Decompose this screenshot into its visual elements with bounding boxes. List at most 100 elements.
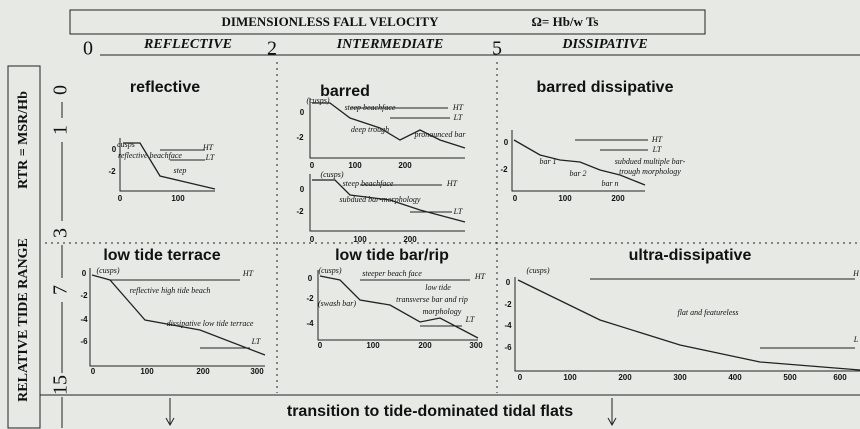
x-tick-label: 200 (618, 373, 632, 382)
annotation: steep beachface (345, 103, 396, 112)
annotation: (cusps) (318, 266, 341, 275)
y-tick-label: 0 (308, 274, 313, 283)
side-mark: 0 (50, 85, 72, 95)
x-tick-label: 0 (310, 235, 315, 244)
x-tick-label: 0 (518, 373, 523, 382)
x-tick-label: 200 (196, 367, 210, 376)
annotation: (cusps) (526, 266, 549, 275)
y-tick-label: -2 (504, 300, 512, 309)
annotation: reflective beachface (118, 151, 182, 160)
header-title: DIMENSIONLESS FALL VELOCITY (222, 14, 440, 29)
y-tick-label: -2 (80, 291, 88, 300)
scale-mark: 0 (83, 38, 93, 60)
x-tick-label: 200 (403, 235, 417, 244)
x-tick-label: 100 (558, 194, 572, 203)
annotation: HT (452, 103, 464, 112)
annotation: (cusps) (96, 266, 119, 275)
annotation: HT (651, 135, 663, 144)
x-tick-label: 0 (310, 161, 315, 170)
scale-class: DISSIPATIVE (561, 37, 647, 52)
annotation: HT (242, 269, 254, 278)
y-tick-label: 0 (112, 145, 117, 154)
x-tick-label: 100 (563, 373, 577, 382)
y-tick-label: -2 (500, 165, 508, 174)
annotation: LT (465, 315, 475, 324)
y-tick-label: -2 (296, 207, 304, 216)
annotation: LT (652, 145, 662, 154)
annotation: flat and featureless (677, 308, 738, 317)
y-tick-label: -2 (296, 133, 304, 142)
annotation: trough morphology (619, 167, 681, 176)
annotation: step (174, 166, 187, 175)
annotation: LT (251, 337, 261, 346)
x-tick-label: 200 (611, 194, 625, 203)
panel-title: ultra-dissipative (629, 247, 752, 264)
annotation: LT (453, 207, 463, 216)
annotation: (cusps) (320, 170, 343, 179)
y-tick-label: 0 (506, 278, 511, 287)
x-tick-label: 100 (348, 161, 362, 170)
annotation: H (852, 269, 860, 278)
x-tick-label: 600 (833, 373, 847, 382)
y-tick-label: 0 (504, 138, 509, 147)
side-mark: 7 (50, 285, 72, 295)
x-tick-label: 300 (673, 373, 687, 382)
annotation: steeper beach face (362, 269, 422, 278)
x-tick-label: 200 (398, 161, 412, 170)
scale-mark: 2 (267, 38, 277, 60)
x-tick-label: 0 (91, 367, 96, 376)
annotation: L (853, 335, 859, 344)
x-tick-label: 100 (140, 367, 154, 376)
y-tick-label: 0 (300, 108, 305, 117)
x-tick-label: 300 (250, 367, 264, 376)
annotation: morphology (423, 307, 462, 316)
side-label: RELATIVE TIDE RANGE (16, 238, 31, 402)
x-tick-label: 100 (366, 341, 380, 350)
annotation: low tide (425, 283, 451, 292)
annotation: LT (453, 113, 463, 122)
panel-title: low tide bar/rip (335, 247, 449, 264)
y-tick-label: -6 (80, 337, 88, 346)
footer: transition to tide-dominated tidal flats (287, 403, 573, 420)
beach-profile (518, 280, 860, 370)
profile-axis (515, 277, 860, 371)
side-mark: 15 (50, 375, 72, 395)
profile-axis (90, 268, 265, 366)
scale-mark: 5 (492, 38, 502, 60)
y-tick-label: -6 (504, 343, 512, 352)
annotation: transverse bar and rip (396, 295, 468, 304)
annotation: subdued multiple bar- (615, 157, 686, 166)
x-tick-label: 0 (118, 194, 123, 203)
x-tick-label: 300 (469, 341, 483, 350)
y-tick-label: 0 (82, 269, 87, 278)
annotation: steep beachface (343, 179, 394, 188)
panel-title: barred dissipative (537, 79, 674, 96)
y-tick-label: -2 (108, 167, 116, 176)
x-tick-label: 100 (353, 235, 367, 244)
panel-title: low tide terrace (103, 247, 220, 264)
annotation: bar 2 (569, 169, 586, 178)
scale-class: REFLECTIVE (143, 37, 232, 52)
y-tick-label: -4 (306, 319, 314, 328)
side-label: RTR = MSR/Hb (16, 91, 31, 189)
y-tick-label: -4 (504, 321, 512, 330)
x-tick-label: 0 (318, 341, 323, 350)
x-tick-label: 500 (783, 373, 797, 382)
header-formula: Ω= Hb/w Ts (532, 14, 599, 29)
annotation: reflective high tide beach (130, 286, 211, 295)
y-tick-label: -2 (306, 294, 314, 303)
y-tick-label: 0 (300, 185, 305, 194)
annotation: HT (474, 272, 486, 281)
side-mark: 1 (50, 125, 72, 135)
x-tick-label: 100 (171, 194, 185, 203)
annotation: (swash bar) (318, 299, 356, 308)
annotation: bar n (601, 179, 618, 188)
side-mark: 3 (50, 228, 72, 238)
scale-class: INTERMEDIATE (336, 37, 444, 52)
x-tick-label: 0 (513, 194, 518, 203)
annotation: LT (205, 153, 215, 162)
x-tick-label: 200 (418, 341, 432, 350)
annotation: HT (446, 179, 458, 188)
panel-title: reflective (130, 79, 200, 96)
y-tick-label: -4 (80, 315, 88, 324)
